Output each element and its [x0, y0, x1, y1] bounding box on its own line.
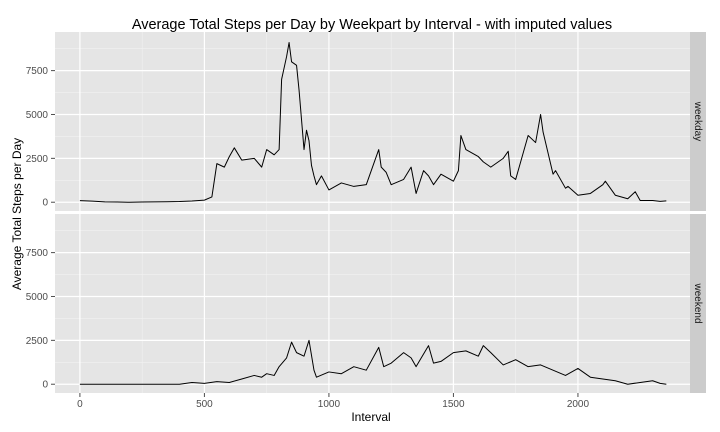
- x-tick-label: 2000: [567, 399, 590, 410]
- y-tick-label: 5000: [26, 292, 49, 303]
- x-tick-label: 1000: [318, 399, 341, 410]
- series-line-weekday: [79, 42, 667, 203]
- x-tick-label: 0: [77, 399, 83, 410]
- y-tick-label: 2500: [26, 154, 49, 165]
- chart-title: Average Total Steps per Day by Weekpart …: [132, 17, 612, 33]
- facet-strip-label-weekend: weekend: [692, 282, 703, 323]
- facet-strip-label-weekday: weekday: [692, 101, 703, 141]
- x-tick-label: 1500: [442, 399, 465, 410]
- series-line-weekend: [79, 339, 667, 385]
- facet-panel-weekday: 0 2500 5000 7500 weekday: [26, 32, 706, 211]
- y-tick-label: 7500: [26, 66, 49, 77]
- y-tick-label: 7500: [26, 248, 49, 259]
- y-tick-label: 0: [42, 380, 48, 391]
- x-axis: 0 500 1000 1500 2000: [77, 393, 590, 410]
- panel-background: [55, 32, 690, 211]
- facet-panel-weekend: 0 2500 5000 7500 weekend: [26, 214, 706, 393]
- x-axis-title: Interval: [351, 410, 390, 424]
- facet-strip-background: [690, 214, 706, 393]
- facet-panels: 0 2500 5000 7500 weekday 0 2500 5000 7500 weekend: [26, 32, 706, 393]
- facet-strip-background: [690, 32, 706, 211]
- y-tick-label: 0: [42, 198, 48, 209]
- y-tick-label: 2500: [26, 336, 49, 347]
- y-axis-title: Average Total Steps per Day: [10, 138, 24, 290]
- panel-background: [55, 214, 690, 393]
- x-tick-label: 500: [196, 399, 213, 410]
- y-tick-label: 5000: [26, 110, 49, 121]
